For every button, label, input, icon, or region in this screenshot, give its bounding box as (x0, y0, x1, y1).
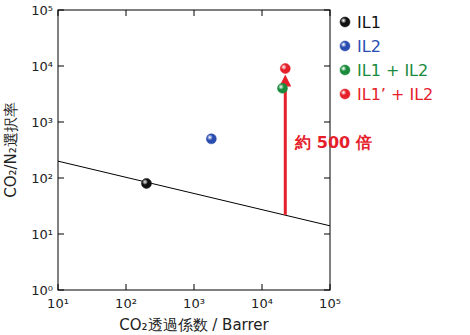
legend-label: IL2 (357, 37, 381, 56)
x-tick (262, 284, 263, 290)
x-tick (194, 284, 195, 290)
y-tick-label: 10¹ (31, 227, 53, 242)
x-tick (126, 284, 127, 290)
y-tick (324, 66, 330, 67)
chart: 10¹10²10³10⁴10⁵10⁰10¹10²10³10⁴10⁵CO₂透過係数… (0, 0, 470, 335)
x-tick-label: 10⁴ (251, 296, 273, 311)
y-tick (58, 10, 64, 11)
data-point (206, 134, 216, 144)
legend-label: IL1 + IL2 (357, 61, 428, 80)
x-tick (126, 10, 127, 16)
y-tick (324, 10, 330, 11)
legend-marker (340, 17, 350, 27)
x-tick (330, 10, 331, 16)
y-tick (324, 122, 330, 123)
plot-area (58, 64, 330, 226)
x-tick-label: 10² (115, 296, 137, 311)
legend-label: IL1’ + IL2 (357, 85, 433, 104)
y-tick-label: 10⁰ (31, 283, 53, 298)
y-tick (58, 66, 64, 67)
y-tick-label: 10⁵ (31, 3, 53, 18)
x-tick-label: 10¹ (47, 296, 69, 311)
legend-marker (340, 65, 350, 75)
legend-label: IL1 (357, 13, 381, 32)
legend-marker (340, 41, 350, 51)
y-axis-label: CO₂/N₂選択率 (2, 102, 20, 198)
x-tick (194, 10, 195, 16)
y-tick (324, 178, 330, 179)
x-tick (262, 10, 263, 16)
y-tick (58, 178, 64, 179)
legend-marker (340, 89, 350, 99)
x-tick-label: 10³ (183, 296, 205, 311)
y-tick (58, 290, 64, 291)
y-tick (324, 234, 330, 235)
upper-bound-line (58, 161, 330, 226)
plot-frame (58, 10, 330, 290)
data-point (141, 178, 151, 188)
data-point (277, 83, 287, 93)
y-tick (58, 234, 64, 235)
x-tick (58, 284, 59, 290)
y-tick-label: 10⁴ (31, 59, 53, 74)
x-axis-label: CO₂透過係数 / Barrer (119, 316, 269, 334)
y-tick (324, 290, 330, 291)
x-tick-label: 10⁵ (319, 296, 341, 311)
x-tick (58, 10, 59, 16)
y-tick-label: 10³ (31, 115, 53, 130)
x-tick (330, 284, 331, 290)
annotation-arrow (284, 81, 287, 215)
y-tick-label: 10² (31, 171, 53, 186)
data-point (280, 64, 290, 74)
y-tick (58, 122, 64, 123)
annotation-text: 約 500 倍 (294, 133, 372, 152)
